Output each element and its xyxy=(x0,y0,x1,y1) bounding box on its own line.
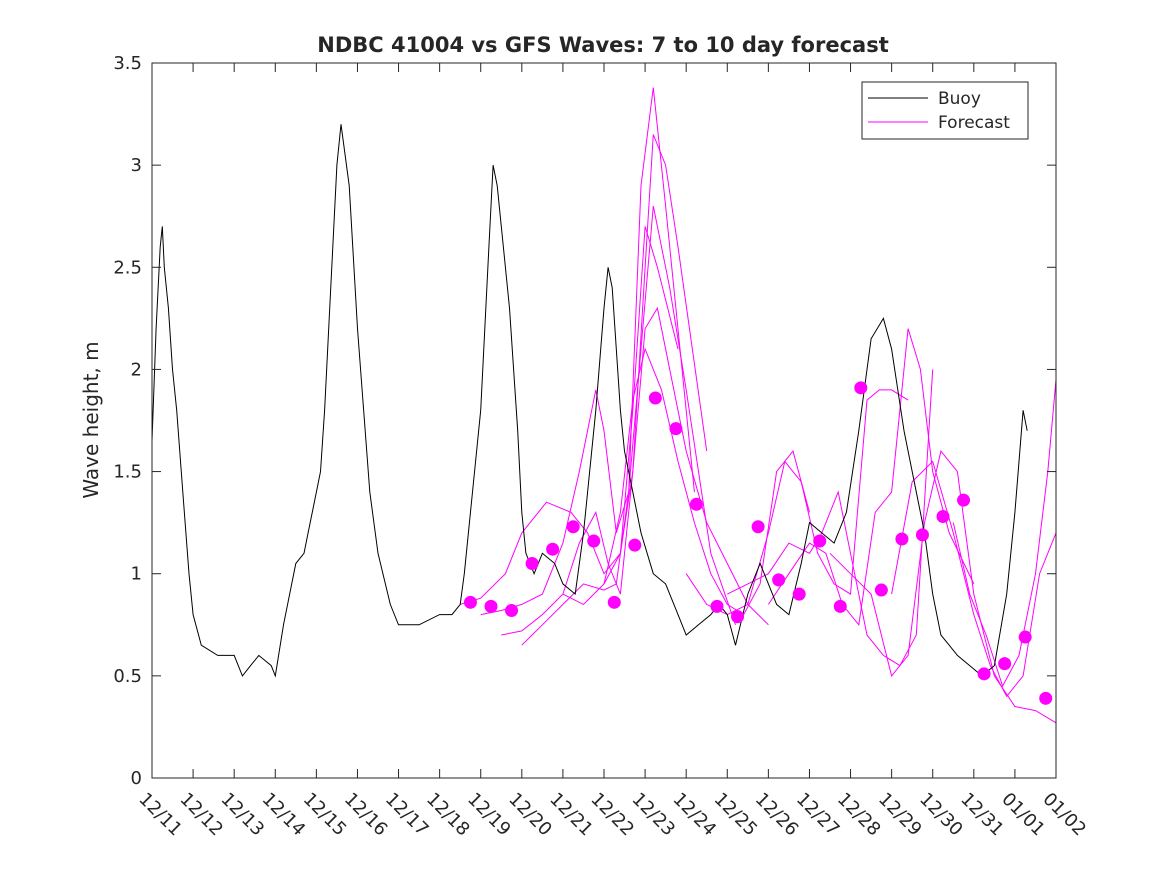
forecast-marker xyxy=(607,595,621,609)
forecast-marker xyxy=(813,534,827,548)
chart-title: NDBC 41004 vs GFS Waves: 7 to 10 day for… xyxy=(317,33,888,57)
forecast-line xyxy=(685,389,909,616)
forecast-marker xyxy=(957,493,971,507)
forecast-marker xyxy=(731,610,745,624)
forecast-line xyxy=(952,379,1057,688)
forecast-marker xyxy=(648,391,662,405)
forecast-marker xyxy=(895,532,909,546)
y-tick-label: 0 xyxy=(131,768,142,789)
y-axis: 0 0.5 1 1.5 2 2.5 3 3.5 xyxy=(113,53,1056,789)
forecast-marker xyxy=(463,595,477,609)
forecast-marker xyxy=(854,381,868,395)
forecast-marker xyxy=(546,542,560,556)
legend-buoy-label: Buoy xyxy=(938,89,981,109)
y-tick-label: 0.5 xyxy=(113,666,142,687)
plot-area xyxy=(152,63,1056,778)
legend-forecast-label: Forecast xyxy=(938,113,1010,133)
forecast-line xyxy=(521,205,736,646)
forecast-marker xyxy=(915,528,929,542)
forecast-marker xyxy=(669,422,683,436)
y-tick-label: 2.5 xyxy=(113,257,142,278)
forecast-marker xyxy=(505,603,519,617)
forecast-marker xyxy=(998,657,1012,671)
forecast-marker xyxy=(628,538,642,552)
forecast-marker xyxy=(936,510,950,524)
forecast-marker xyxy=(566,520,580,534)
forecast-marker xyxy=(587,534,601,548)
forecast-marker xyxy=(792,587,806,601)
forecast-marker xyxy=(484,599,498,613)
forecast-line xyxy=(480,87,695,616)
y-tick-label: 3.5 xyxy=(113,53,142,74)
forecast-line xyxy=(891,460,1057,698)
forecast-marker xyxy=(1018,630,1032,644)
forecast-line xyxy=(767,328,975,627)
forecast-marker xyxy=(751,520,765,534)
buoy-line xyxy=(151,124,1028,678)
legend-box xyxy=(861,81,1029,140)
y-tick-label: 2 xyxy=(131,359,142,380)
series-layer xyxy=(151,87,1057,724)
forecast-line xyxy=(603,347,810,616)
y-axis-label: Wave height, m xyxy=(79,341,103,498)
forecast-marker xyxy=(710,599,724,613)
forecast-marker xyxy=(689,497,703,511)
y-tick-label: 1 xyxy=(131,564,142,585)
forecast-marker xyxy=(833,599,847,613)
y-tick-label: 3 xyxy=(131,155,142,176)
forecast-marker xyxy=(772,573,786,587)
forecast-line xyxy=(460,226,679,605)
forecast-line xyxy=(829,449,1057,724)
legend: Buoy Forecast xyxy=(861,81,1029,140)
y-tick-label: 1.5 xyxy=(113,462,142,483)
forecast-marker xyxy=(977,667,991,681)
forecast-line xyxy=(501,134,708,636)
forecast-marker xyxy=(874,583,888,597)
forecast-marker xyxy=(1039,691,1053,705)
forecast-marker xyxy=(525,557,539,570)
